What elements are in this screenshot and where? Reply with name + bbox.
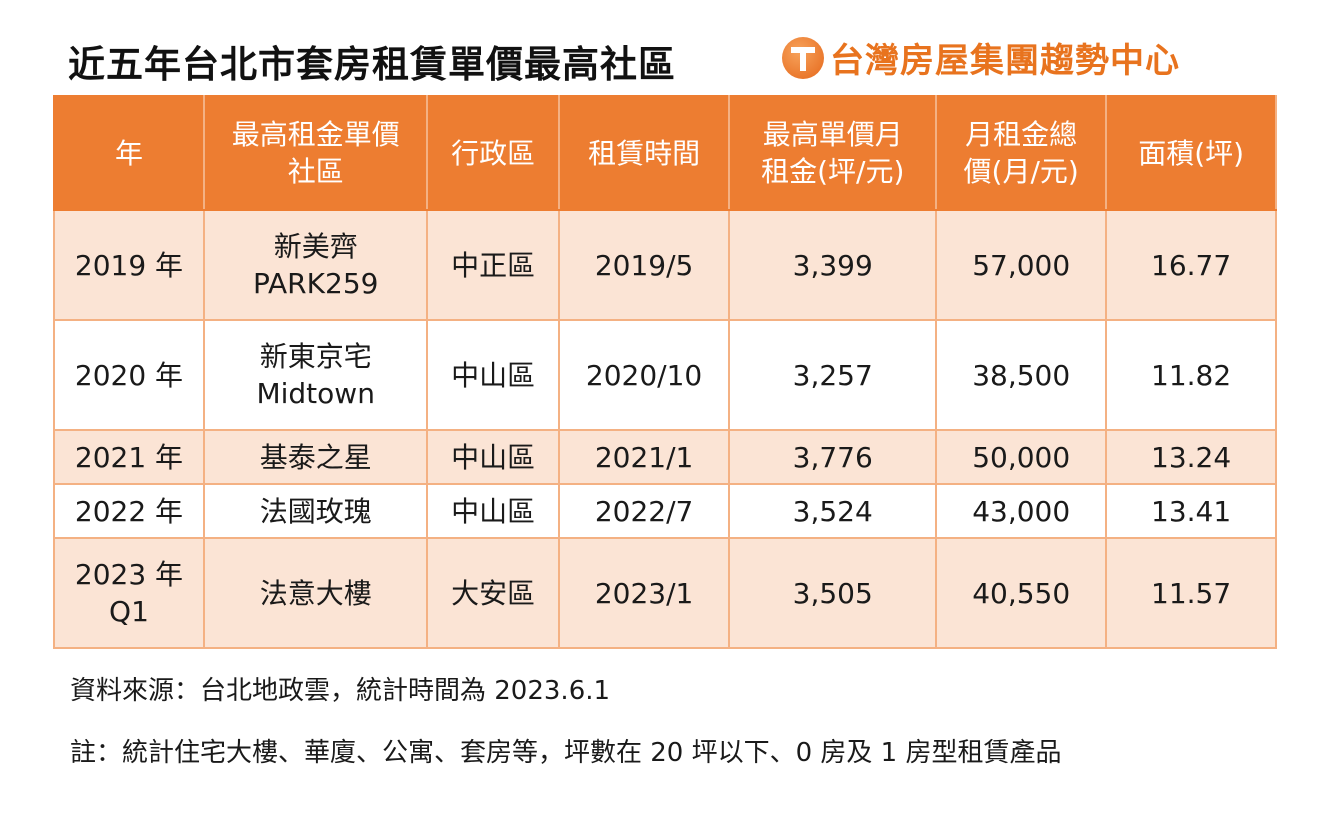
cell-line: 新東京宅 <box>259 340 372 373</box>
column-header-line: 最高租金單價 <box>231 118 400 151</box>
cell-area: 11.82 <box>1105 319 1277 431</box>
column-header: 行政區 <box>426 95 560 211</box>
cell-date: 2019/5 <box>557 209 731 321</box>
cell-year: 2019 年 <box>53 209 205 321</box>
page-title: 近五年台北市套房租賃單價最高社區 <box>68 43 676 86</box>
cell-line: 2020 年 <box>74 358 184 392</box>
cell-date: 2021/1 <box>557 429 731 485</box>
cell-community: 新美齊 PARK259 <box>202 209 429 321</box>
cell-district: 中山區 <box>426 483 560 539</box>
cell-line: 新美齊 <box>273 230 358 263</box>
cell-year: 2021 年 <box>53 429 205 485</box>
cell-date: 2023/1 <box>557 537 731 649</box>
column-header-line: 價(月/元) <box>963 155 1079 188</box>
cell-total: 50,000 <box>935 429 1108 485</box>
column-header-line: 面積(坪) <box>1138 136 1245 170</box>
column-header-line: 年 <box>114 136 143 170</box>
column-header-line: 租賃時間 <box>588 136 701 170</box>
table-row: 2020 年 新東京宅 Midtown 中山區 2020/10 3,257 38,500 11… <box>53 319 1277 431</box>
column-header: 租賃時間 <box>557 95 731 211</box>
cell-line: PARK259 <box>252 267 379 300</box>
source-note: 資料來源：台北地政雲，統計時間為 2023.6.1 <box>70 676 611 706</box>
logo-mark-icon <box>782 36 824 79</box>
logo: 台灣房屋集團趨勢中心 <box>782 33 1180 82</box>
cell-unit-price: 3,524 <box>728 483 938 539</box>
logo-text: 台灣房屋集團趨勢中心 <box>830 41 1180 81</box>
cell-date: 2022/7 <box>557 483 731 539</box>
cell-line: 基泰之星 <box>259 440 372 474</box>
cell-year: 2023 年 Q1 <box>53 537 205 649</box>
cell-unit-price: 3,257 <box>728 319 938 431</box>
table-row: 2021 年 基泰之星 中山區 2021/1 3,776 50,000 13.24 <box>53 429 1277 485</box>
column-header: 最高單價月租金(坪/元) <box>728 95 938 211</box>
column-header-line: 租金(坪/元) <box>761 155 905 188</box>
cell-year: 2022 年 <box>53 483 205 539</box>
column-header-line: 最高單價月 <box>762 118 903 151</box>
cell-community: 法意大樓 <box>202 537 429 649</box>
column-header: 面積(坪) <box>1105 95 1277 211</box>
cell-line: Q1 <box>109 595 149 628</box>
cell-district: 中山區 <box>426 429 560 485</box>
cell-line: Midtown <box>256 377 375 410</box>
column-header-line: 社區 <box>287 155 344 188</box>
cell-line: 2019 年 <box>74 248 184 282</box>
cell-date: 2020/10 <box>557 319 731 431</box>
cell-community: 法國玫瑰 <box>202 483 429 539</box>
column-header-line: 行政區 <box>451 136 536 170</box>
cell-district: 大安區 <box>426 537 560 649</box>
table-row: 2022 年 法國玫瑰 中山區 2022/7 3,524 43,000 13.41 <box>53 483 1277 539</box>
table-row: 2019 年 新美齊 PARK259 中正區 2019/5 3,399 57,000 16.7… <box>53 209 1277 321</box>
rent-table: 年最高租金單價 社區 行政區 租賃時間 最高單價月 租金(坪/元) 月租金總 價(月/元) 面積… <box>53 95 1277 649</box>
cell-district: 中山區 <box>426 319 560 431</box>
column-header: 最高租金單價 社區 <box>202 95 429 211</box>
cell-area: 16.77 <box>1105 209 1277 321</box>
cell-year: 2020 年 <box>53 319 205 431</box>
cell-area: 11.57 <box>1105 537 1277 649</box>
cell-district: 中正區 <box>426 209 560 321</box>
cell-total: 57,000 <box>935 209 1108 321</box>
cell-total: 43,000 <box>935 483 1108 539</box>
cell-unit-price: 3,776 <box>728 429 938 485</box>
column-header: 月租金總價(月/元) <box>935 95 1108 211</box>
cell-unit-price: 3,505 <box>728 537 938 649</box>
cell-unit-price: 3,399 <box>728 209 938 321</box>
cell-line: 法意大樓 <box>259 576 372 610</box>
cell-line: 2023 年 <box>74 558 184 591</box>
cell-total: 40,550 <box>935 537 1108 649</box>
cell-community: 基泰之星 <box>202 429 429 485</box>
cell-line: 2022 年 <box>74 494 184 528</box>
cell-area: 13.41 <box>1105 483 1277 539</box>
remark-note: 註：統計住宅大樓、華廈、公寓、套房等，坪數在 20 坪以下、0 房及 1 房型租… <box>70 738 1062 768</box>
column-header-line: 月租金總 <box>965 118 1078 151</box>
cell-area: 13.24 <box>1105 429 1277 485</box>
cell-community: 新東京宅 Midtown <box>202 319 429 431</box>
cell-total: 38,500 <box>935 319 1108 431</box>
cell-line: 法國玫瑰 <box>259 494 372 528</box>
column-header: 年 <box>53 95 205 211</box>
table-row: 2023 年 Q1 法意大樓 大安區 2023/1 3,505 40,550 11.57 <box>53 537 1277 649</box>
cell-line: 2021 年 <box>74 440 184 474</box>
table-header-row: 年最高租金單價 社區 行政區 租賃時間 最高單價月 租金(坪/元) 月租金總 價(月/元) 面積… <box>53 95 1277 211</box>
